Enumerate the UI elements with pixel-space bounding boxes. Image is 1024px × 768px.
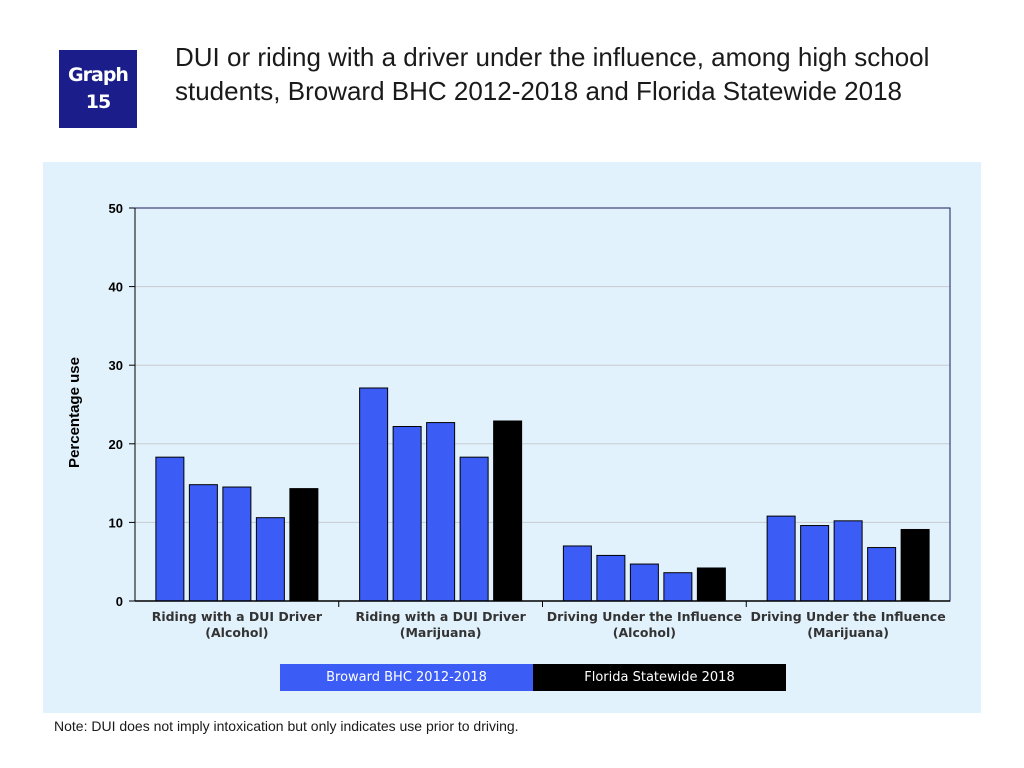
y-tick-label: 10 — [109, 515, 123, 530]
x-category-label: Riding with a DUI Driver — [355, 609, 526, 624]
gridlines — [135, 286, 950, 523]
bar-broward — [188, 484, 218, 602]
x-category-label: (Alcohol) — [205, 625, 268, 640]
legend-label-florida: Florida Statewide 2018 — [584, 670, 735, 685]
x-category-label: (Alcohol) — [613, 625, 676, 640]
bar-florida — [696, 567, 726, 602]
bar-broward — [833, 520, 863, 602]
x-category-label: (Marijuana) — [400, 625, 482, 640]
bar-broward — [392, 426, 422, 602]
bar-broward — [255, 517, 285, 602]
x-category-label: Driving Under the Influence — [547, 609, 742, 624]
bar-broward — [562, 545, 592, 602]
bar-florida — [493, 420, 523, 602]
graph-badge-label: Graph — [68, 64, 129, 86]
legend-item-broward: Broward BHC 2012-2018 — [280, 664, 533, 691]
bar-broward — [629, 563, 659, 602]
page-title: DUI or riding with a driver under the in… — [175, 42, 930, 106]
footnote: Note: DUI does not imply intoxication bu… — [54, 718, 519, 734]
bar-broward — [359, 387, 389, 602]
bars — [155, 387, 930, 602]
legend-item-florida: Florida Statewide 2018 — [533, 664, 786, 691]
y-tick-label: 20 — [109, 437, 123, 452]
bar-broward — [155, 456, 185, 602]
y-axis-title: Percentage use — [66, 357, 83, 468]
graph-badge-number: 15 — [85, 91, 111, 113]
bar-broward — [766, 515, 796, 602]
chart-panel: 0 10 20 30 40 50 Riding with a DUI Driver (Alco… — [43, 162, 981, 713]
bar-florida — [289, 488, 319, 602]
bar-broward — [596, 554, 626, 602]
legend-label-broward: Broward BHC 2012-2018 — [326, 670, 487, 685]
bar-florida — [900, 528, 930, 602]
legend: Broward BHC 2012-2018 Florida Statewide … — [280, 664, 786, 691]
y-tick-label: 30 — [109, 358, 123, 373]
bar-broward — [426, 422, 456, 602]
y-tick-label: 40 — [109, 280, 123, 295]
x-category-label: (Marijuana) — [807, 625, 889, 640]
graph-badge: Graph 15 — [59, 50, 137, 128]
bar-broward — [800, 525, 830, 602]
x-category-label: Riding with a DUI Driver — [152, 609, 323, 624]
bar-broward — [459, 456, 489, 602]
bar-broward — [222, 486, 252, 602]
bar-broward — [663, 572, 693, 602]
y-tick-label: 0 — [116, 594, 123, 609]
bar-broward — [867, 547, 897, 602]
y-tick-label: 50 — [109, 201, 123, 216]
x-category-label: Driving Under the Influence — [751, 609, 946, 624]
